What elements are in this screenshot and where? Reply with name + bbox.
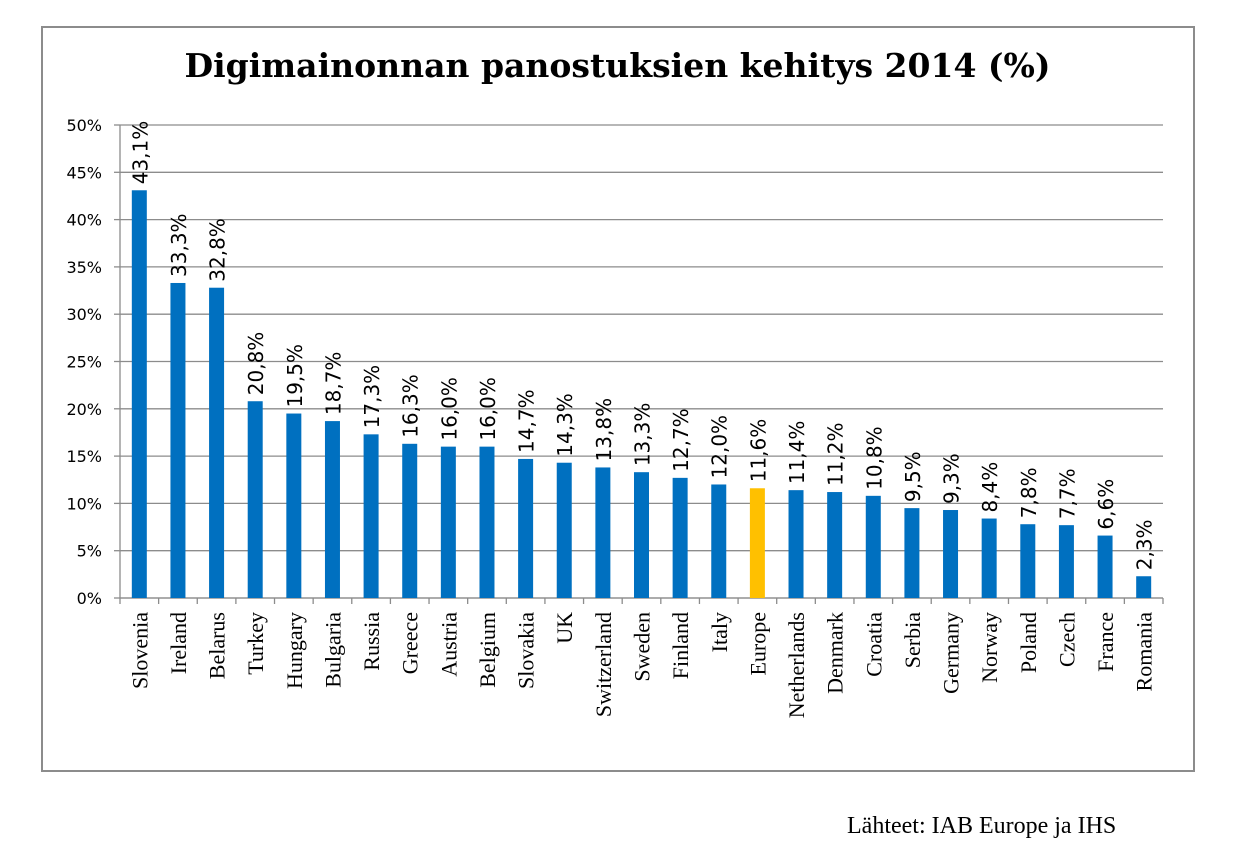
data-label: 11,2% [824, 423, 848, 487]
data-label: 2,3% [1133, 519, 1157, 570]
y-tick-label: 30% [66, 305, 102, 324]
x-tick-label: Croatia [861, 612, 886, 677]
y-tick-label: 25% [66, 353, 102, 372]
data-label: 8,4% [978, 462, 1002, 513]
y-tick-label: 5% [77, 542, 102, 561]
chart-frame [41, 26, 1195, 772]
bar [363, 434, 379, 598]
bar [247, 401, 263, 598]
data-label: 7,8% [1017, 467, 1041, 518]
x-tick-label: Russia [359, 612, 384, 671]
x-tick-label: Czech [1054, 612, 1079, 667]
x-tick-label: Belarus [205, 612, 230, 679]
bar [286, 413, 302, 598]
bar [981, 518, 997, 598]
x-tick-label: Greece [398, 612, 423, 674]
bar [749, 488, 765, 598]
x-tick-label: Europe [745, 612, 770, 676]
y-tick-label: 45% [66, 163, 102, 182]
data-label: 18,7% [321, 352, 345, 416]
x-tick-label: Ireland [166, 612, 191, 674]
x-tick-label: UK [552, 612, 577, 644]
bar [479, 446, 495, 598]
x-tick-label: Bulgaria [320, 612, 345, 688]
bar [402, 443, 418, 598]
x-tick-label: Turkey [243, 612, 268, 675]
bar [865, 495, 881, 598]
bar [556, 462, 572, 598]
x-tick-label: Sweden [630, 612, 655, 682]
data-label: 33,3% [167, 213, 191, 277]
bar [672, 477, 688, 598]
data-label: 17,3% [360, 365, 384, 429]
bar [440, 446, 456, 598]
bar [904, 508, 920, 598]
x-tick-label: Germany [939, 612, 964, 694]
data-label: 12,0% [708, 415, 732, 479]
y-tick-label: 40% [66, 211, 102, 230]
y-tick-label: 20% [66, 400, 102, 419]
bar [711, 484, 727, 598]
x-tick-label: Austria [436, 612, 461, 677]
data-label: 6,6% [1094, 479, 1118, 530]
x-tick-label: Norway [977, 612, 1002, 683]
data-label: 32,8% [206, 218, 230, 282]
bar [209, 287, 225, 598]
chart-title: Digimainonnan panostuksien kehitys 2014 … [184, 46, 1051, 85]
bar [324, 421, 340, 598]
bar [1097, 535, 1113, 598]
data-label: 14,7% [515, 389, 539, 453]
x-tick-label: Serbia [900, 612, 925, 668]
bar [131, 190, 147, 599]
data-label: 16,0% [476, 377, 500, 441]
data-label: 9,5% [901, 451, 925, 502]
data-label: 7,7% [1055, 468, 1079, 519]
x-tick-label: Slovenia [127, 612, 152, 689]
data-label: 43,1% [128, 121, 152, 185]
x-tick-label: Netherlands [784, 612, 809, 718]
bar [170, 282, 186, 598]
x-tick-label: Denmark [823, 612, 848, 694]
data-label: 16,0% [437, 377, 461, 441]
y-tick-label: 35% [66, 258, 102, 277]
bar [788, 490, 804, 598]
data-label: 13,8% [592, 398, 616, 462]
source-note: Lähteet: IAB Europe ja IHS [847, 813, 1117, 839]
bar [1058, 525, 1074, 598]
bar [827, 492, 843, 598]
data-label: 13,3% [631, 403, 655, 467]
bar [595, 467, 611, 598]
data-label: 10,8% [862, 426, 886, 490]
x-tick-label: Romania [1132, 612, 1157, 692]
data-label: 16,3% [399, 374, 423, 438]
x-tick-label: Hungary [282, 612, 307, 689]
data-label: 14,3% [553, 393, 577, 457]
data-label: 20,8% [244, 332, 268, 396]
y-tick-label: 10% [66, 494, 102, 513]
x-tick-label: Poland [1016, 612, 1041, 673]
x-tick-label: Finland [668, 612, 693, 679]
x-tick-label: Belgium [475, 612, 500, 688]
y-tick-label: 50% [66, 116, 102, 135]
data-label: 19,5% [283, 344, 307, 408]
y-tick-label: 15% [66, 447, 102, 466]
data-label: 11,4% [785, 421, 809, 485]
bar [1136, 576, 1152, 598]
bar [943, 510, 959, 598]
x-tick-label: Slovakia [514, 612, 539, 689]
bar [1020, 524, 1036, 598]
data-label: 12,7% [669, 408, 693, 472]
data-label: 11,6% [746, 419, 770, 483]
bar [634, 472, 649, 598]
data-label: 9,3% [940, 453, 964, 504]
x-tick-label: Switzerland [591, 612, 616, 717]
y-tick-label: 0% [77, 589, 102, 608]
x-tick-label: Italy [707, 612, 732, 652]
bar [518, 458, 534, 598]
x-tick-label: France [1093, 612, 1118, 672]
